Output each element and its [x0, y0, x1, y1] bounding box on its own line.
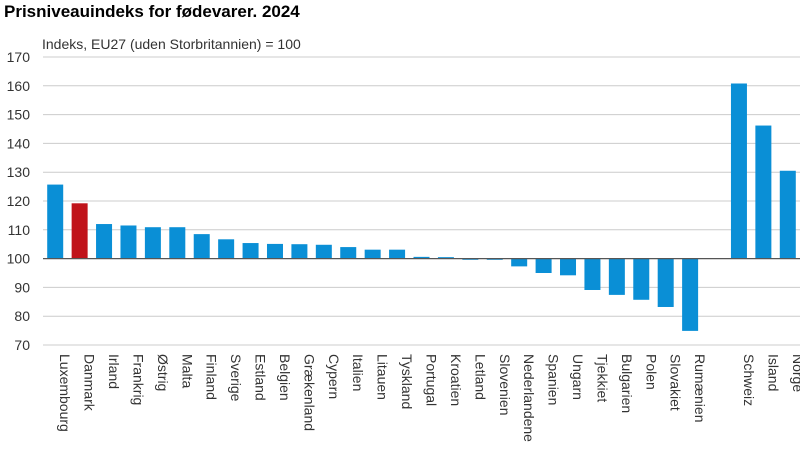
x-tick-label: Island [765, 354, 781, 391]
x-tick-label: Grækenland [301, 354, 317, 431]
y-tick-label: 130 [7, 164, 31, 180]
gridlines [43, 56, 800, 346]
bar [218, 239, 235, 259]
bar [315, 244, 332, 259]
x-tick-label: Østrig [155, 354, 171, 391]
bars [47, 83, 796, 331]
x-tick-label: Schweiz [741, 354, 757, 406]
bar [682, 258, 699, 331]
bar [779, 170, 796, 259]
bar [657, 258, 674, 307]
bar [608, 258, 625, 295]
bar [755, 125, 772, 259]
bar [242, 243, 259, 259]
y-tick-label: 160 [7, 78, 31, 94]
bar [730, 83, 747, 259]
bar [560, 258, 577, 276]
bar [633, 258, 650, 300]
x-tick-label: Irland [106, 354, 122, 389]
y-tick-label: 150 [7, 107, 31, 123]
x-tick-label: Slovakiet [668, 354, 684, 411]
x-tick-label: Spanien [546, 354, 562, 405]
bar [413, 256, 430, 259]
x-tick-label: Ungarn [570, 354, 586, 400]
bar [144, 227, 161, 259]
y-tick-label: 100 [7, 251, 31, 267]
y-axis-ticks: 70 80 90 100 110 120 130 140 150 160 170 [7, 49, 31, 353]
x-tick-label: Tjekkiet [594, 354, 610, 402]
chart-subtitle: Indeks, EU27 (uden Storbritannien) = 100 [42, 36, 301, 52]
bar [120, 225, 137, 259]
y-tick-label: 80 [14, 308, 30, 324]
x-tick-label: Kroatien [448, 354, 464, 406]
x-tick-label: Portugal [424, 354, 440, 406]
bar [193, 234, 210, 259]
x-tick-label: Cypern [326, 354, 342, 399]
bar [584, 258, 601, 290]
y-tick-label: 90 [14, 279, 30, 295]
y-tick-label: 120 [7, 193, 31, 209]
y-tick-label: 170 [7, 49, 31, 65]
x-tick-label: Letland [472, 354, 488, 400]
x-tick-label: Danmark [82, 354, 98, 412]
x-tick-label: Litauen [375, 354, 391, 400]
bar [71, 203, 88, 259]
x-tick-label: Italien [350, 354, 366, 391]
x-tick-label: Frankrig [130, 354, 146, 405]
y-tick-label: 140 [7, 135, 31, 151]
bar [511, 258, 528, 267]
bar [364, 249, 381, 259]
bar [47, 184, 64, 259]
bar [389, 249, 406, 259]
bar [535, 258, 552, 273]
x-tick-label: Bulgarien [619, 354, 635, 413]
x-tick-label: Sverige [228, 354, 244, 402]
x-tick-label: Finland [204, 354, 220, 400]
y-tick-label: 110 [8, 222, 31, 238]
x-tick-label: Luxembourg [57, 354, 73, 432]
x-tick-label: Belgien [277, 354, 293, 401]
x-tick-label: Rumænien [692, 354, 708, 422]
bar [266, 243, 283, 259]
x-tick-label: Tyskland [399, 354, 415, 409]
bar [437, 257, 454, 259]
bar [96, 224, 113, 259]
y-tick-label: 70 [14, 337, 30, 353]
bar [291, 244, 308, 259]
x-tick-label: Norge [790, 354, 800, 392]
x-tick-label: Nederlandene [521, 354, 537, 442]
x-tick-label: Malta [179, 354, 195, 388]
chart-title: Prisniveauindeks for fødevarer. 2024 [4, 2, 300, 21]
bar [340, 247, 357, 259]
x-tick-label: Polen [643, 354, 659, 390]
x-axis-ticks: Luxembourg Danmark Irland Frankrig Østrig Mal… [57, 354, 800, 442]
x-tick-label: Estland [253, 354, 269, 401]
bar [169, 227, 186, 259]
x-tick-label: Slovenien [497, 354, 513, 416]
